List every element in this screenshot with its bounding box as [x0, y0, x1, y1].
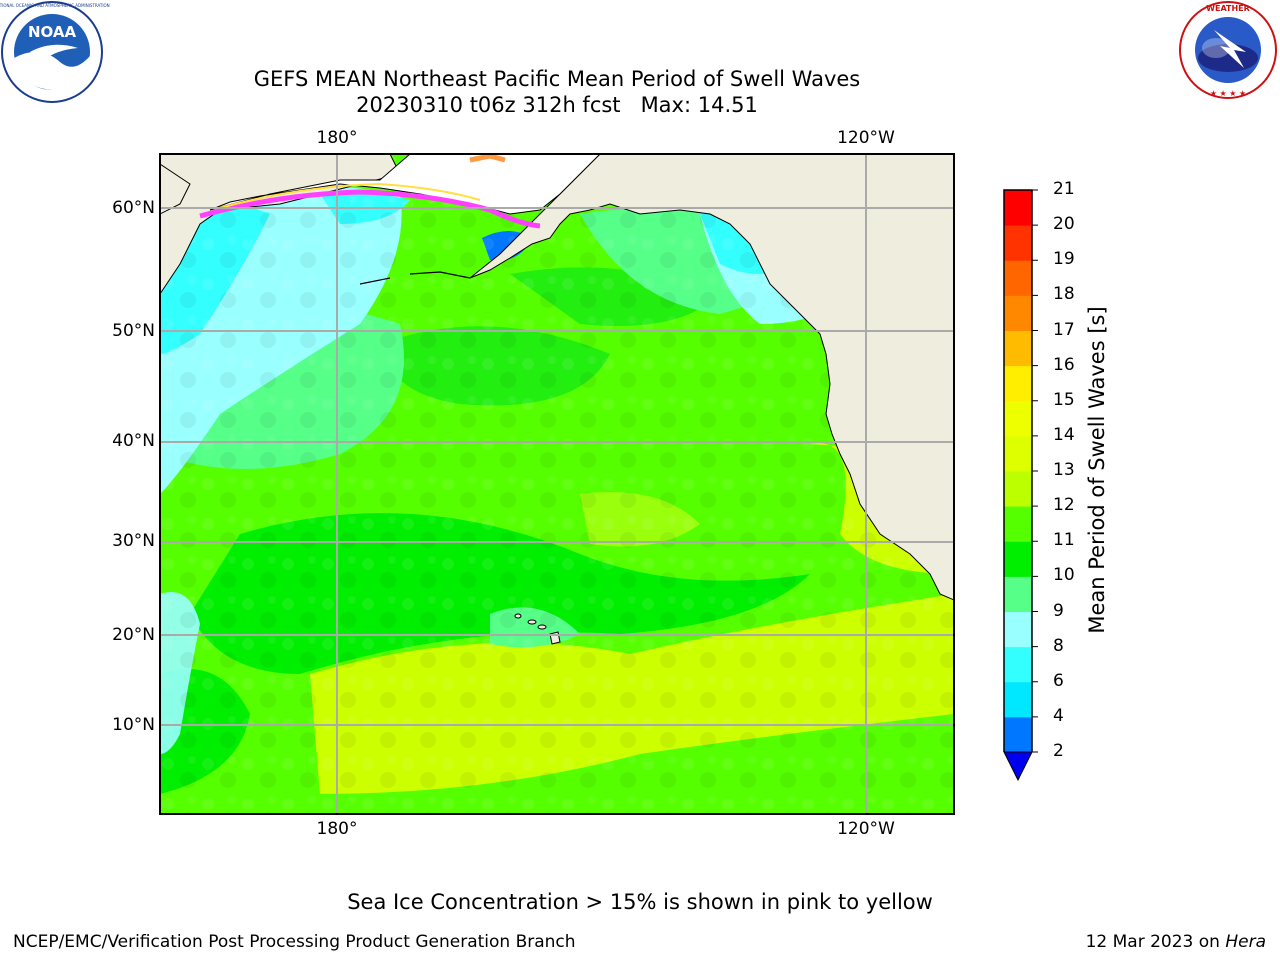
sea-ice-edge — [469, 154, 506, 163]
colorbar-swatch — [1004, 541, 1032, 577]
lon-label-bottom-180: 180° — [316, 819, 358, 839]
sea-ice-note: Sea Ice Concentration > 15% is shown in … — [347, 890, 933, 914]
date-text: 12 Mar 2023 on — [1085, 932, 1226, 952]
colorbar-tick-label: 9 — [1053, 600, 1064, 621]
colorbar-tick-label: 4 — [1053, 705, 1064, 726]
colorbar-tick-label: 8 — [1053, 635, 1064, 656]
colorbar-extend-triangle — [1003, 751, 1033, 782]
colorbar-swatch — [1004, 506, 1032, 542]
lat-label-60n: 60°N — [112, 198, 155, 218]
colorbar-tick-label: 10 — [1053, 565, 1075, 586]
colorbar-swatch — [1004, 260, 1032, 296]
lon-label-bottom-120w: 120°W — [837, 819, 895, 839]
svg-text:NATIONAL OCEANIC AND ATMOSPHER: NATIONAL OCEANIC AND ATMOSPHERIC ADMINIS… — [0, 3, 110, 8]
colorbar-tick-label: 6 — [1053, 670, 1064, 691]
colorbar-swatch — [1004, 190, 1032, 226]
colorbar-tick-label: 13 — [1053, 460, 1075, 480]
colorbar-tick-label: 18 — [1053, 284, 1075, 305]
lat-label-20n: 20°N — [112, 625, 155, 645]
colorbar-tick-label: 17 — [1053, 319, 1075, 340]
colorbar-tick-label: 16 — [1053, 354, 1075, 375]
noaa-logo: NOAA NATIONAL OCEANIC AND ATMOSPHERIC AD… — [0, 1, 110, 103]
colorbar-swatch — [1004, 576, 1032, 612]
colorbar-swatch — [1004, 295, 1032, 331]
north-america-land — [469, 154, 954, 601]
colorbar — [1003, 189, 1038, 782]
lat-label-50n: 50°N — [112, 321, 155, 341]
colorbar-tick-label: 2 — [1053, 741, 1064, 761]
run-date: 12 Mar 2023 on Hera — [1086, 932, 1266, 952]
credit-text: NCEP/EMC/Verification Post Processing Pr… — [13, 932, 576, 952]
svg-text:NOAA: NOAA — [28, 23, 77, 41]
colorbar-swatch — [1004, 400, 1032, 437]
colorbar-tick-label: 14 — [1053, 424, 1075, 445]
colorbar-swatch — [1004, 225, 1032, 261]
colorbar-swatch — [1004, 471, 1032, 507]
map-title: GEFS MEAN Northeast Pacific Mean Period … — [253, 67, 861, 91]
colorbar-swatch — [1004, 716, 1032, 753]
host-name: Hera — [1225, 932, 1266, 952]
lon-label-top-180: 180° — [316, 128, 358, 148]
colorbar-swatch — [1004, 435, 1032, 472]
colorbar-tick-label: 19 — [1053, 249, 1075, 270]
colorbar-swatch — [1004, 681, 1032, 718]
colorbar-tick-label: 20 — [1053, 214, 1075, 235]
lon-label-top-120w: 120°W — [837, 128, 895, 148]
alaska-land — [209, 154, 601, 215]
lat-label-40n: 40°N — [112, 431, 155, 451]
colorbar-tick-label: 12 — [1053, 495, 1075, 516]
colorbar-swatch — [1004, 646, 1032, 683]
colorbar-label: Mean Period of Swell Waves [s] — [1085, 306, 1109, 634]
sea-ice-edge — [219, 182, 481, 209]
svg-text:WEATHER: WEATHER — [1206, 4, 1250, 13]
colorbar-tick-label: 11 — [1053, 530, 1075, 551]
svg-text:★ ★ ★ ★: ★ ★ ★ ★ — [1210, 89, 1246, 98]
aleutian-islands — [359, 271, 471, 285]
map-panel — [159, 153, 955, 815]
sea-ice-edge — [199, 189, 541, 229]
colorbar-swatch — [1004, 330, 1032, 367]
map-subtitle: 20230310 t06z 312h fcst Max: 14.51 — [356, 93, 758, 117]
nws-logo: WEATHER ★ ★ ★ ★ — [1179, 1, 1277, 99]
colorbar-swatch — [1004, 611, 1032, 648]
hawaii-islands — [514, 613, 561, 645]
lat-label-30n: 30°N — [112, 531, 155, 551]
map-gridlines — [160, 154, 954, 814]
lat-label-10n: 10°N — [112, 715, 155, 735]
colorbar-tick-label: 21 — [1053, 179, 1075, 199]
colorbar-swatch — [1004, 365, 1032, 402]
colorbar-tick-label: 15 — [1053, 389, 1075, 410]
